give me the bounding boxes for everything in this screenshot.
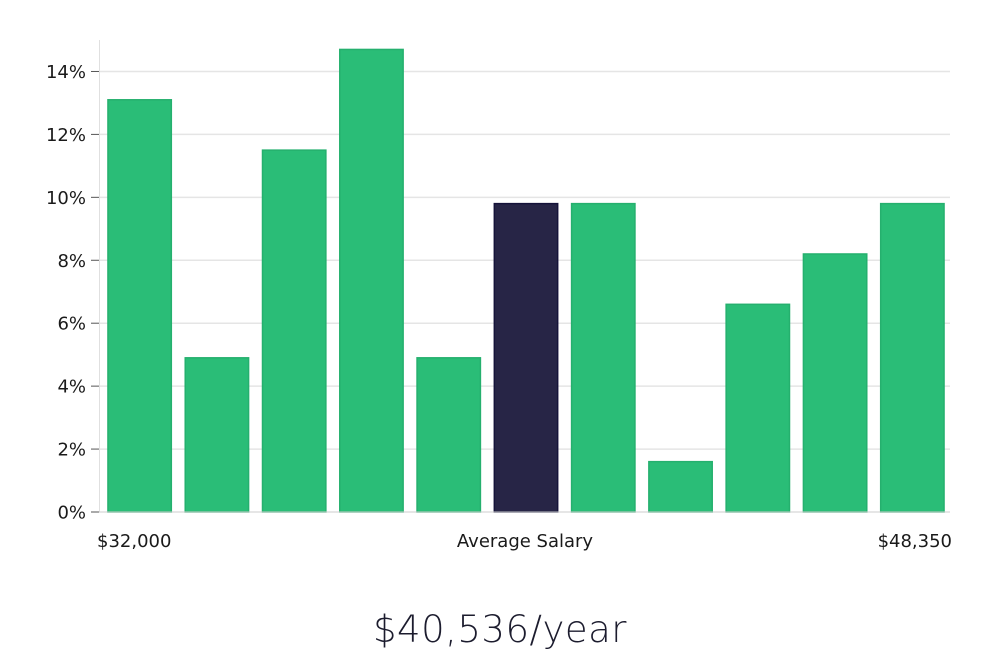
bar — [107, 99, 173, 513]
bar-highlighted — [493, 202, 559, 513]
bar — [725, 303, 791, 513]
x-max-label: $48,350 — [878, 531, 952, 552]
y-tick-label: 6% — [57, 314, 86, 335]
bar — [802, 253, 868, 513]
y-tick-label: 12% — [46, 125, 86, 146]
y-tick-label: 10% — [46, 188, 86, 209]
y-tick-label: 8% — [57, 251, 86, 272]
x-axis-title: Average Salary — [457, 531, 594, 552]
salary-distribution-chart: 0% 2% 4% 6% 8% 10% 12% 14% $32,000 Average Sala… — [46, 40, 952, 552]
y-tick-label: 14% — [46, 62, 86, 83]
y-tick-labels: 0% 2% 4% 6% 8% 10% 12% 14% — [46, 62, 99, 524]
y-tick-label: 4% — [57, 377, 86, 398]
average-salary-value: $40,536/year — [372, 608, 627, 651]
bar — [570, 202, 636, 513]
bar — [416, 357, 482, 513]
bar — [184, 357, 250, 513]
y-tick-label: 0% — [57, 503, 86, 524]
bars — [107, 48, 945, 513]
x-min-label: $32,000 — [97, 531, 171, 552]
y-tick-label: 2% — [57, 440, 86, 461]
bar — [648, 460, 713, 513]
bar — [879, 202, 945, 513]
bar — [339, 48, 404, 513]
bar — [261, 149, 327, 513]
